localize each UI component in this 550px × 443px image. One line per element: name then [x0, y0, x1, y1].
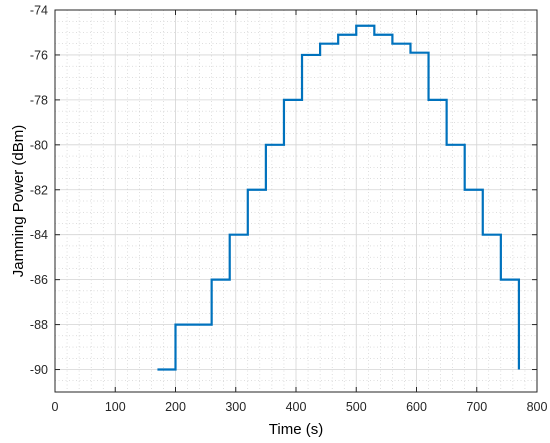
x-tick-label: 300	[225, 400, 246, 414]
y-axis-title: Jamming Power (dBm)	[10, 125, 27, 278]
y-tick-label: -86	[30, 273, 48, 287]
x-axis-title: Time (s)	[269, 421, 323, 438]
x-tick-label: 600	[406, 400, 427, 414]
y-tick-labels: -90 -88 -86 -84 -82 -80 -78 -76 -74	[30, 4, 48, 378]
y-tick-label: -76	[30, 48, 48, 62]
y-tick-label: -74	[30, 4, 48, 18]
series-line	[157, 24, 521, 371]
y-tick-label: -78	[30, 93, 48, 107]
x-tick-label: 400	[286, 400, 307, 414]
x-tick-labels: 0 100 200 300 400 500 600 700 800	[52, 400, 548, 414]
y-tick-label: -88	[30, 318, 48, 332]
y-tick-label: -90	[30, 363, 48, 377]
y-tick-label: -84	[30, 228, 48, 242]
x-tick-label: 500	[346, 400, 367, 414]
y-tick-label: -82	[30, 183, 48, 197]
y-tick-label: -80	[30, 138, 48, 152]
x-tick-label: 800	[527, 400, 548, 414]
x-tick-label: 100	[105, 400, 126, 414]
x-tick-label: 0	[52, 400, 59, 414]
x-tick-label: 700	[466, 400, 487, 414]
tick-marks	[54, 9, 538, 392]
x-tick-label: 200	[165, 400, 186, 414]
